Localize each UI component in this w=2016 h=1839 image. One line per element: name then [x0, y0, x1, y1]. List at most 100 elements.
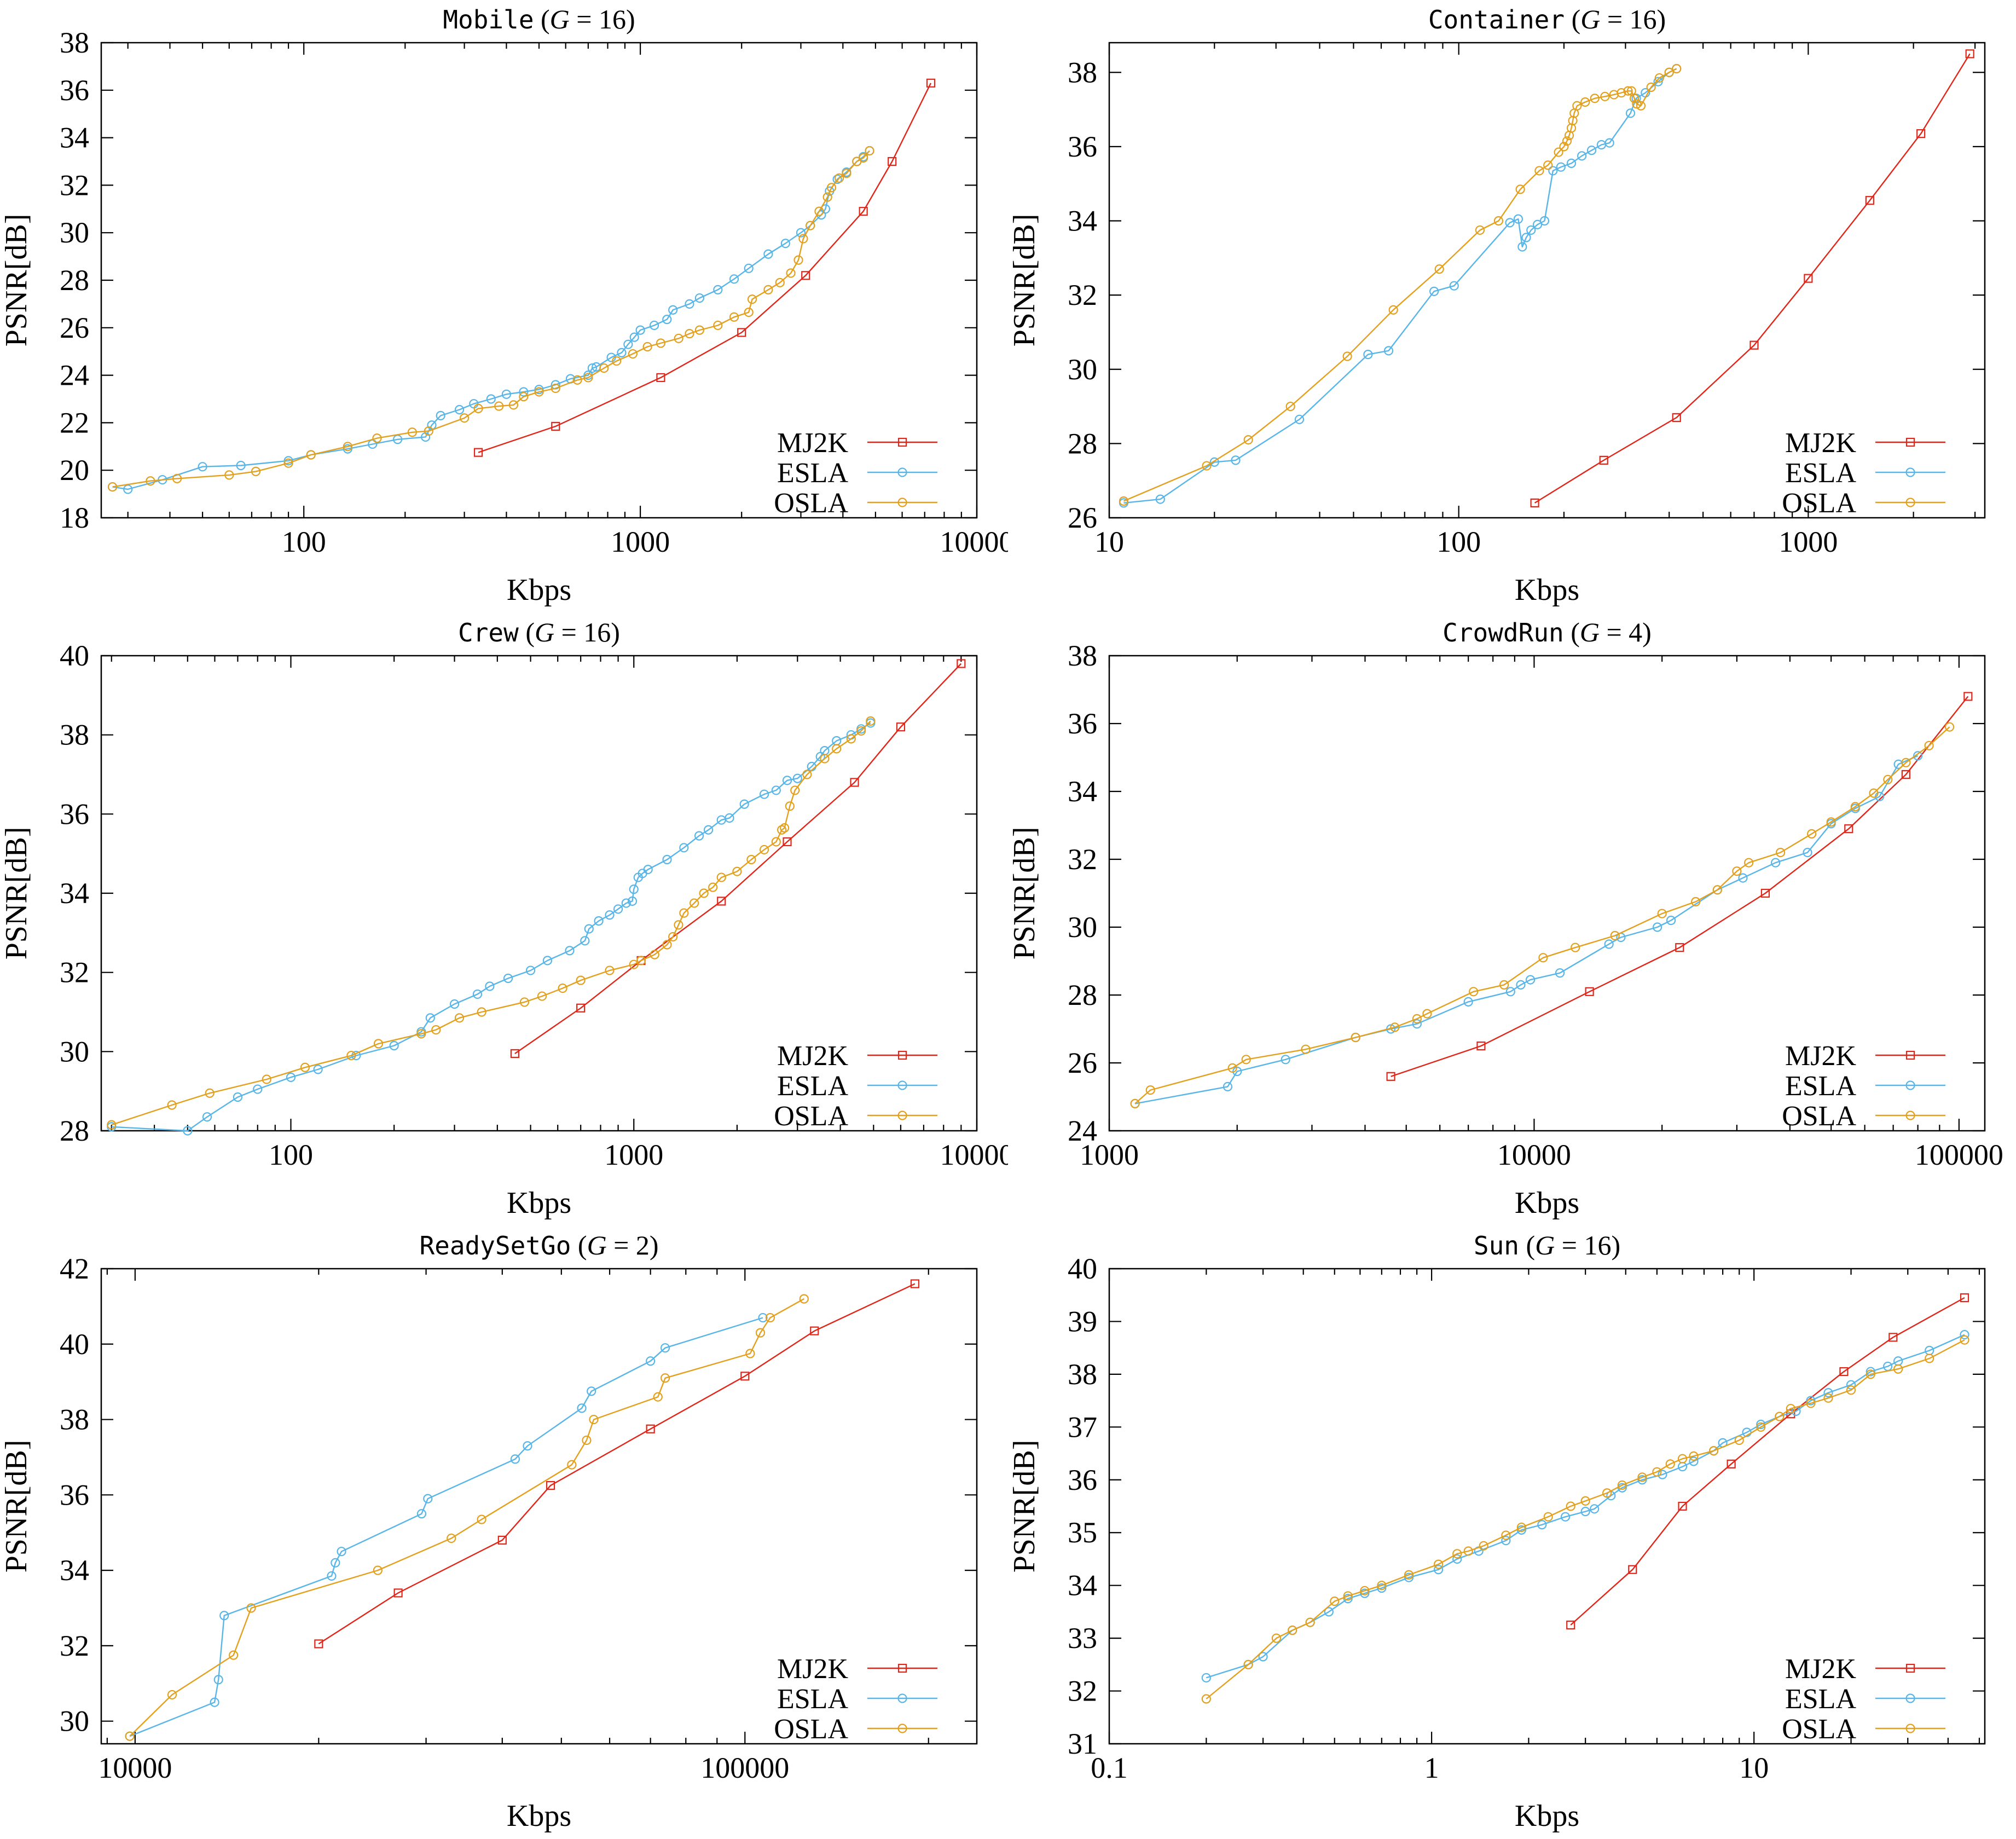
y-tick-label: 38 — [1068, 639, 1097, 672]
series-markers-MJ2K — [473, 78, 936, 457]
x-tick-label: 10000 — [98, 1751, 172, 1784]
series-markers-OSLA — [1201, 1335, 1969, 1704]
legend-label: ESLA — [777, 458, 848, 489]
legend-entry-OSLA: OSLA — [774, 488, 937, 519]
axis-tick-labels: 10000 100000 30 32 34 36 38 40 42 — [60, 1252, 789, 1784]
series-ESLA — [107, 718, 876, 1136]
x-tick-label: 100 — [1436, 525, 1481, 558]
legend-entry-MJ2K: MJ2K — [777, 1653, 937, 1685]
series-markers-ESLA — [1119, 63, 1682, 508]
series-markers-MJ2K — [510, 659, 966, 1059]
series-MJ2K — [1530, 49, 1974, 507]
plot-border — [1108, 1268, 1986, 1745]
legend-label: MJ2K — [1785, 427, 1856, 459]
y-tick-label: 34 — [60, 1554, 89, 1587]
series-OSLA — [1130, 722, 1955, 1109]
x-tick-label: 10000 — [1497, 1138, 1571, 1171]
chart-title: CrowdRun (G = 4) — [1443, 617, 1652, 647]
axis-tick-labels: 100 1000 10000 28 30 32 34 36 38 40 — [60, 639, 1008, 1171]
legend-label: OSLA — [1782, 1101, 1856, 1132]
legend-entry-ESLA: ESLA — [1785, 1684, 1945, 1715]
series-markers-MJ2K — [1530, 49, 1974, 507]
chart-title: ReadySetGo (G = 2) — [419, 1230, 658, 1260]
series-OSLA — [1201, 1335, 1969, 1704]
y-tick-label: 36 — [60, 74, 89, 107]
legend-entry-ESLA: ESLA — [777, 1071, 937, 1102]
legend-entry-MJ2K: MJ2K — [1785, 1653, 1945, 1685]
series-line-OSLA — [112, 150, 870, 488]
axis-tick-labels: 10 100 1000 26 28 30 32 34 36 38 — [1068, 56, 1838, 558]
legend-entry-MJ2K: MJ2K — [1785, 1040, 1945, 1072]
x-tick-label: 100000 — [700, 1751, 789, 1784]
legend-entry-OSLA: OSLA — [774, 1714, 937, 1745]
y-tick-label: 33 — [1068, 1622, 1097, 1655]
series-markers-OSLA — [1119, 63, 1682, 506]
y-tick-label: 30 — [1068, 353, 1097, 386]
series-MJ2K — [510, 659, 966, 1059]
chart-title: Crew (G = 16) — [458, 617, 620, 647]
series-markers-OSLA — [107, 716, 876, 1130]
y-tick-label: 42 — [60, 1252, 89, 1285]
series-line-MJ2K — [318, 1283, 916, 1645]
legend-label: OSLA — [1782, 1714, 1856, 1745]
chart-title: Mobile (G = 16) — [443, 4, 635, 34]
y-tick-label: 26 — [60, 311, 89, 344]
series-line-OSLA — [129, 1298, 804, 1737]
y-tick-label: 28 — [60, 264, 89, 297]
series-line-MJ2K — [478, 83, 932, 453]
chart-crew: Crew (G = 16) 100 1000 10000 28 30 32 34 36 38 40 P… — [0, 617, 1008, 1220]
chart-cell-sun: Sun (G = 16) 0.1 1 10 31 32 33 34 35 36 37 38 39 40 PS… — [1008, 1226, 2016, 1839]
y-tick-label: 38 — [1068, 1358, 1097, 1391]
series-line-OSLA — [1206, 1339, 1965, 1699]
x-axis-label: Kbps — [1515, 1799, 1579, 1833]
series-line-ESLA — [1206, 1334, 1965, 1679]
x-tick-label: 10000 — [940, 525, 1009, 558]
x-tick-label: 10000 — [940, 1138, 1009, 1171]
legend-label: OSLA — [774, 1101, 848, 1132]
legend-label: ESLA — [1785, 1071, 1856, 1102]
y-tick-label: 30 — [60, 1035, 89, 1068]
series-markers-ESLA — [107, 718, 876, 1136]
y-tick-label: 38 — [1068, 56, 1097, 89]
series-markers-ESLA — [107, 146, 874, 494]
y-tick-label: 36 — [1068, 1464, 1097, 1496]
legend-entry-MJ2K: MJ2K — [777, 427, 937, 459]
series-MJ2K — [1566, 1293, 1969, 1630]
y-tick-label: 24 — [60, 359, 89, 392]
y-tick-label: 18 — [60, 501, 89, 534]
chart-cell-readysetgo: ReadySetGo (G = 2) 10000 100000 30 32 34 36 38 4… — [0, 1226, 1008, 1839]
x-tick-label: 10 — [1739, 1751, 1769, 1784]
legend-label: OSLA — [1782, 488, 1856, 519]
y-tick-label: 32 — [1068, 843, 1097, 876]
series-ESLA — [1119, 63, 1682, 508]
legend-label: ESLA — [777, 1071, 848, 1102]
series-markers-MJ2K — [1566, 1293, 1969, 1630]
x-tick-label: 100 — [282, 525, 326, 558]
series-ESLA — [107, 146, 874, 494]
chart-cell-container: Container (G = 16) 10 100 1000 26 28 30 32 34 36 3… — [1008, 0, 2016, 613]
legend-label: MJ2K — [1785, 1653, 1856, 1685]
y-tick-label: 34 — [1068, 775, 1097, 808]
plot-border — [100, 42, 978, 519]
series-line-OSLA — [111, 720, 871, 1126]
x-tick-label: 100000 — [1915, 1138, 2003, 1171]
legend-label: ESLA — [1785, 458, 1856, 489]
y-tick-label: 28 — [1068, 979, 1097, 1011]
y-tick-label: 36 — [60, 797, 89, 830]
legend-label: MJ2K — [777, 427, 848, 459]
y-tick-label: 30 — [1068, 911, 1097, 944]
x-tick-label: 1000 — [1080, 1138, 1139, 1171]
series-line-ESLA — [1123, 68, 1677, 504]
legend-entry-MJ2K: MJ2K — [777, 1040, 937, 1072]
legend-entry-MJ2K: MJ2K — [1785, 427, 1945, 459]
plot-border — [1108, 42, 1986, 519]
y-axis-label: PSNR[dB] — [0, 214, 33, 347]
x-tick-label: 100 — [269, 1138, 313, 1171]
x-tick-label: 1000 — [611, 525, 670, 558]
y-tick-label: 38 — [60, 1403, 89, 1436]
legend-entry-OSLA: OSLA — [1782, 1714, 1945, 1745]
series-line-OSLA — [1123, 68, 1677, 502]
y-tick-label: 34 — [1068, 1569, 1097, 1602]
